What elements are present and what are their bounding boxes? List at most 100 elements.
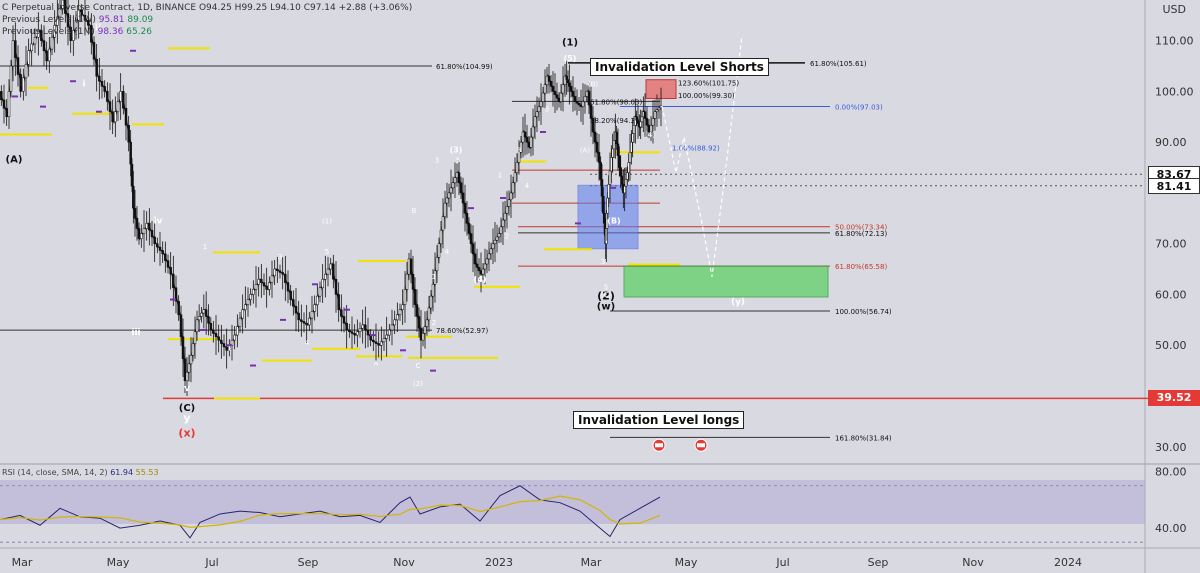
price-axis-label: 60.00 [1155,288,1187,301]
candle-body [513,172,517,184]
candle-body [185,372,189,382]
candle-body [189,355,193,365]
candle-body [577,102,581,106]
candle-body [423,326,427,334]
candle-body [124,108,128,126]
candle-body [130,163,134,187]
candle-body [308,317,311,326]
candle-body [549,80,553,87]
candle-body [624,179,628,187]
wave-sublabel: A [374,360,379,368]
candle-body [58,8,62,18]
fib-level-label: 50.00%(73.34) [835,224,887,232]
candle-body [345,322,348,331]
candle-body [92,42,96,60]
wave-sublabel: 2 [228,344,232,352]
candle-body [651,118,655,126]
candle-body [270,275,274,283]
candle-body [72,30,75,41]
candle-body [427,307,431,321]
candle-body [655,109,659,112]
wave-sublabel: 3 [435,156,439,164]
candle-body [487,253,491,260]
legend-row2-v2: 89.09 [127,15,154,25]
candle-body [316,295,319,305]
wave-sublabel: 3 [278,253,282,261]
candle-body [5,108,8,118]
wave-sublabel: C [416,362,421,370]
wave-sublabel: 4 [445,248,450,256]
candle-body [421,333,425,341]
candle-body [453,177,457,184]
candle-body [119,91,122,102]
candle-body [281,272,284,275]
wave-sublabel: (2) [413,380,423,388]
candle-body [449,187,453,194]
candle-body [332,263,335,280]
fib-level-label: 61.80%(98.03) [590,98,642,106]
fib-level-label: 61.80%(72.13) [835,230,887,238]
candle-body [479,270,483,275]
candle-body [103,86,106,92]
candle-body [100,80,104,87]
candle-body [639,121,642,128]
wave-label: iv [154,216,163,226]
candle-body [407,258,411,275]
candle-body [443,202,447,217]
candle-body [133,207,137,219]
price-axis-label: 70.00 [1155,238,1187,251]
candle-body [257,278,260,285]
wave-sublabel: 4 [525,182,530,190]
candle-body [114,111,117,123]
candle-body [19,74,22,92]
fib-level-label: 61.80%(65.58) [835,263,887,271]
candle-body [390,324,394,331]
candle-body [273,268,276,277]
candle-body [238,317,242,327]
candle-body [529,136,533,148]
candle-body [483,263,487,270]
time-axis-label: Nov [393,556,415,569]
candle-body [372,339,375,343]
axis-currency[interactable]: USD [1162,3,1186,16]
fib-level-label: 161.80%(31.84) [835,434,892,442]
candle-body [200,312,203,317]
candle-body [551,86,555,92]
rsi-value: 61.94 [110,468,134,477]
candle-body [74,20,78,31]
candle-body [193,331,197,344]
candle-body [148,223,151,231]
wave-label: y [183,411,190,424]
legend-ohlc: O94.25 H99.25 L94.10 C97.14 +2.88 (+3.06… [198,3,413,13]
candle-body [568,82,571,87]
candle-body [561,84,565,94]
candle-body [523,131,527,138]
time-axis-label: 2023 [485,556,513,569]
candle-body [463,202,467,214]
candle-body [636,119,640,124]
candle-body [358,328,362,332]
candle-body [533,116,537,128]
candle-body [457,172,461,184]
candle-body [649,124,653,133]
fib-level-label: 78.20%(94.33) [590,117,642,125]
candle-body [377,343,380,346]
candle-body [268,282,271,290]
candle-body [305,322,308,326]
wave-label: (B) [607,216,620,225]
candle-body [300,319,303,322]
time-axis-label: Sep [298,556,319,569]
candle-body [591,118,595,133]
price-axis-label: 100.00 [1155,85,1194,98]
candle-body [557,97,561,102]
rsi-line [0,485,661,539]
projected-path [661,35,743,277]
candle-body [324,273,327,280]
price-tag: 39.52 [1148,390,1200,407]
candle-body [83,14,87,21]
candle-body [503,212,507,221]
candle-body [276,268,279,272]
candle-body [515,162,519,173]
candle-body [164,253,167,261]
